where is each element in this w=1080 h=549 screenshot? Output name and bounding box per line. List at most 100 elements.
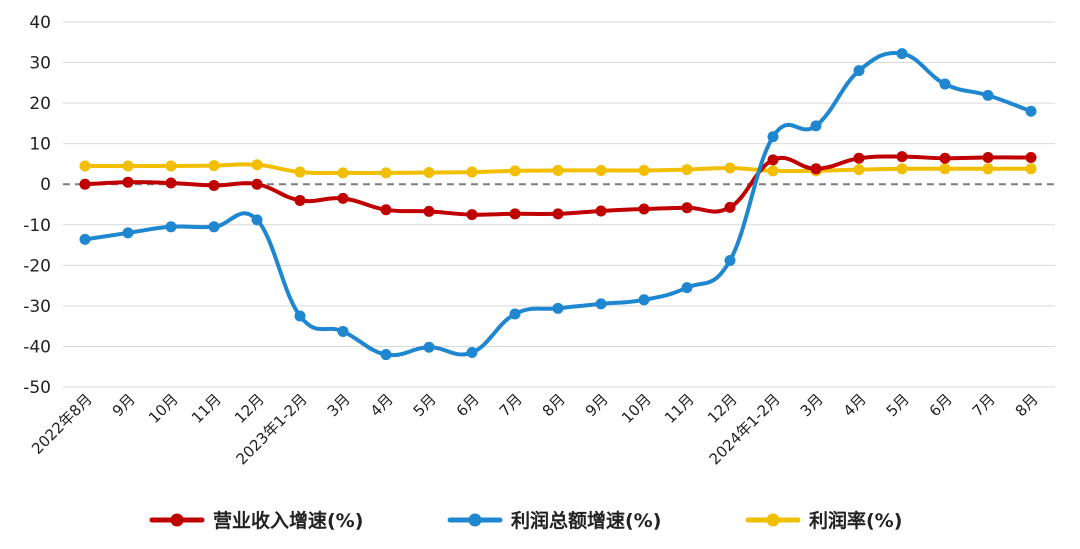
data-point — [423, 166, 435, 178]
data-point — [294, 194, 306, 206]
data-point — [509, 308, 521, 320]
data-point — [466, 209, 478, 221]
data-point — [939, 152, 951, 164]
x-tick-label: 6月 — [926, 390, 956, 420]
data-point — [337, 325, 349, 337]
data-point — [337, 167, 349, 179]
data-point — [638, 164, 650, 176]
data-point — [810, 163, 822, 175]
data-point — [466, 347, 478, 359]
data-point — [552, 302, 564, 314]
data-point — [79, 233, 91, 245]
data-point — [724, 254, 736, 266]
y-tick-label: -40 — [23, 337, 51, 357]
legend-swatch-marker — [766, 513, 780, 527]
data-point — [251, 159, 263, 171]
data-point — [294, 310, 306, 322]
legend-item: 利润总额增速(%) — [447, 509, 661, 532]
data-point — [810, 120, 822, 132]
data-point — [638, 294, 650, 306]
data-point — [853, 164, 865, 176]
data-point — [423, 205, 435, 217]
data-point — [337, 192, 349, 204]
data-point — [681, 282, 693, 294]
data-point — [896, 48, 908, 60]
data-point — [1025, 163, 1037, 175]
legend-swatch-marker — [468, 513, 482, 527]
data-point — [122, 160, 134, 172]
data-point — [552, 208, 564, 220]
x-tick-label: 5月 — [410, 390, 440, 420]
series-1 — [79, 151, 1037, 221]
legend-item: 利润率(%) — [745, 509, 902, 532]
y-tick-label: 10 — [29, 135, 51, 155]
data-point — [939, 163, 951, 175]
data-point — [1025, 105, 1037, 117]
data-point — [982, 163, 994, 175]
data-point — [724, 201, 736, 213]
y-tick-label: 40 — [29, 13, 51, 33]
x-tick-label: 4月 — [840, 390, 870, 420]
data-point — [380, 167, 392, 179]
data-point — [380, 204, 392, 216]
x-tick-label: 6月 — [453, 390, 483, 420]
x-tick-label: 8月 — [1012, 390, 1042, 420]
data-point — [681, 202, 693, 214]
legend-label: 利润率(%) — [809, 509, 902, 532]
data-point — [208, 179, 220, 191]
x-tick-label: 11月 — [661, 390, 698, 427]
data-point — [79, 178, 91, 190]
series-group — [79, 48, 1037, 361]
y-tick-label: 0 — [40, 175, 51, 195]
legend-label: 营业收入增速(%) — [213, 509, 363, 532]
data-point — [165, 221, 177, 233]
data-point — [767, 131, 779, 143]
data-point — [423, 341, 435, 353]
data-point — [380, 349, 392, 361]
y-tick-label: -20 — [23, 256, 51, 276]
data-point — [939, 78, 951, 90]
x-tick-label: 7月 — [969, 390, 999, 420]
data-point — [165, 177, 177, 189]
data-point — [638, 203, 650, 215]
legend-label: 利润总额增速(%) — [511, 509, 661, 532]
data-point — [595, 164, 607, 176]
data-point — [466, 166, 478, 178]
data-point — [896, 163, 908, 175]
data-point — [853, 152, 865, 164]
data-point — [509, 165, 521, 177]
data-point — [982, 89, 994, 101]
x-tick-label: 8月 — [539, 390, 569, 420]
x-tick-label: 2022年8月 — [28, 390, 96, 458]
legend-item: 营业收入增速(%) — [149, 509, 363, 532]
y-tick-label: -10 — [23, 216, 51, 236]
x-tick-label: 11月 — [188, 390, 225, 427]
data-point — [1025, 151, 1037, 163]
data-point — [294, 166, 306, 178]
x-tick-label: 4月 — [367, 390, 397, 420]
x-tick-label: 10月 — [618, 390, 655, 427]
data-point — [595, 298, 607, 310]
x-tick-label: 9月 — [109, 390, 139, 420]
series-2 — [79, 48, 1037, 361]
x-tick-label: 10月 — [145, 390, 182, 427]
legend: 营业收入增速(%) 利润总额增速(%) 利润率(%) — [149, 509, 902, 532]
data-point — [552, 164, 564, 176]
x-tick-label: 5月 — [883, 390, 913, 420]
x-tick-label: 7月 — [496, 390, 526, 420]
x-tick-label: 12月 — [704, 390, 741, 427]
data-point — [853, 65, 865, 77]
x-tick-label: 12月 — [231, 390, 268, 427]
data-point — [208, 221, 220, 233]
data-point — [982, 151, 994, 163]
data-point — [896, 151, 908, 163]
data-point — [122, 227, 134, 239]
series-3 — [79, 159, 1037, 179]
grid-lines — [63, 21, 1055, 388]
data-point — [165, 160, 177, 172]
y-tick-label: -30 — [23, 297, 51, 317]
data-point — [724, 162, 736, 174]
